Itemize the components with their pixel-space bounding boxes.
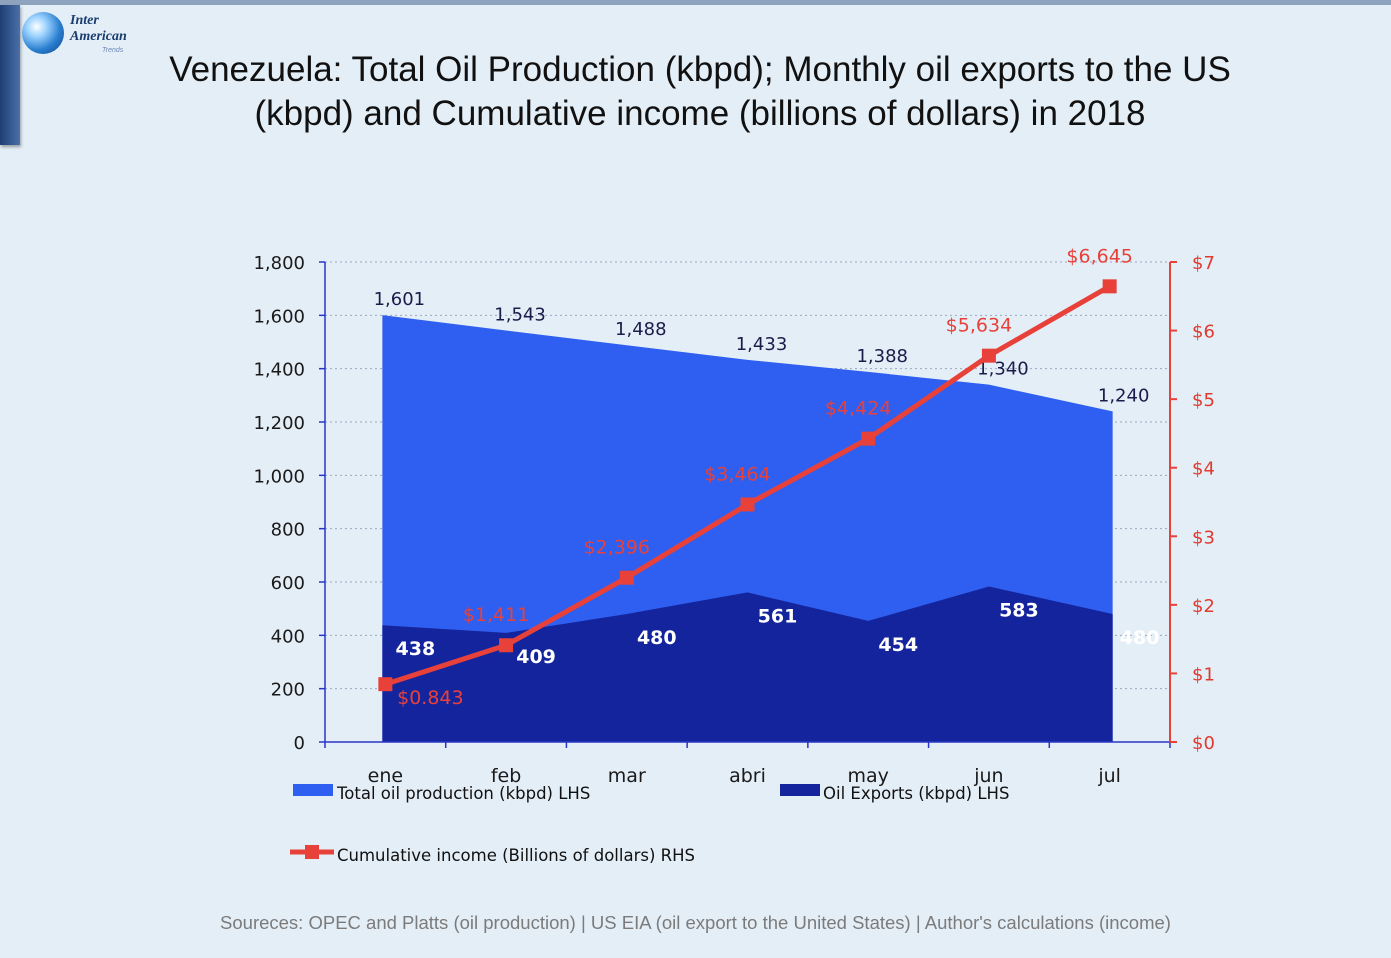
y-axis-left-tick-label: 0: [294, 733, 305, 754]
y-axis-right-tick-label: $4: [1192, 459, 1215, 480]
production-data-label: 1,601: [374, 289, 426, 310]
income-marker: [981, 348, 996, 363]
logo-side-bar: [0, 5, 20, 145]
y-axis-right-tick-label: $7: [1192, 253, 1215, 274]
production-data-label: 1,388: [856, 346, 908, 367]
production-data-label: 1,240: [1098, 385, 1150, 406]
y-axis-right-tick-label: $3: [1192, 527, 1215, 548]
chart-title: Venezuela: Total Oil Production (kbpd); …: [100, 48, 1300, 136]
logo-word-inter: Inter: [70, 13, 99, 28]
y-axis-left-tick-label: 600: [271, 573, 305, 594]
inter-american-trends-logo: Inter American Trends: [22, 10, 152, 60]
exports-data-label: 409: [516, 646, 556, 668]
globe-icon: [22, 12, 64, 54]
y-axis-left-tick-label: 1,200: [253, 413, 305, 434]
production-data-label: 1,433: [736, 334, 788, 355]
income-marker: [861, 431, 876, 446]
x-axis-category-label: jul: [1097, 765, 1121, 787]
y-axis-right-tick-label: $0: [1192, 733, 1215, 754]
income-data-label: $1,411: [463, 604, 529, 626]
chart-title-line-1: Venezuela: Total Oil Production (kbpd); …: [169, 50, 1231, 89]
legend-income-label: Cumulative income (Billions of dollars) …: [337, 846, 695, 865]
x-axis-category-label: ene: [368, 765, 403, 787]
x-axis-category-label: feb: [491, 765, 521, 787]
income-marker: [619, 570, 634, 585]
income-marker: [378, 677, 393, 692]
logo-word-american: American: [70, 29, 127, 44]
exports-data-label: 480: [1120, 627, 1160, 649]
y-axis-right-tick-label: $6: [1192, 322, 1215, 343]
income-data-label: $6,645: [1066, 245, 1132, 267]
legend-exports-swatch: [780, 784, 820, 796]
y-axis-right-tick-label: $5: [1192, 390, 1215, 411]
y-axis-left-tick-label: 1,800: [253, 253, 305, 274]
y-axis-left-tick-label: 1,000: [253, 466, 305, 487]
y-axis-right-tick-label: $2: [1192, 596, 1215, 617]
exports-data-label: 454: [878, 634, 918, 656]
chart-title-line-2: (kbpd) and Cumulative income (billions o…: [254, 94, 1146, 133]
logo-word-trends: Trends: [102, 47, 124, 54]
exports-data-label: 438: [396, 638, 436, 660]
source-note: Soureces: OPEC and Platts (oil productio…: [220, 912, 1171, 933]
y-axis-left-tick-label: 800: [271, 520, 305, 541]
exports-area: [382, 586, 1113, 742]
income-marker: [499, 638, 514, 653]
income-data-label: $0.843: [397, 687, 463, 709]
income-data-label: $2,396: [584, 537, 650, 559]
income-data-label: $4,424: [825, 398, 891, 420]
x-axis-category-label: jun: [973, 765, 1003, 787]
x-axis-category-label: mar: [608, 765, 646, 787]
x-axis-category-label: may: [848, 765, 889, 787]
income-data-label: $3,464: [704, 463, 770, 485]
y-axis-left-tick-label: 200: [271, 680, 305, 701]
income-marker: [1102, 279, 1117, 294]
legend-production-swatch: [293, 784, 333, 796]
production-data-label: 1,340: [977, 359, 1029, 380]
y-axis-left-tick-label: 1,600: [253, 306, 305, 327]
income-marker: [740, 497, 755, 512]
production-data-label: 1,543: [494, 305, 546, 326]
y-axis-left-tick-label: 1,400: [253, 360, 305, 381]
production-data-label: 1,488: [615, 319, 667, 340]
exports-data-label: 561: [758, 605, 798, 627]
income-data-label: $5,634: [946, 315, 1012, 337]
y-axis-left-tick-label: 400: [271, 626, 305, 647]
legend-exports-label: Oil Exports (kbpd) LHS: [823, 784, 1009, 803]
top-border: [0, 0, 1391, 5]
y-axis-right-tick-label: $1: [1192, 664, 1215, 685]
legend-production-label: Total oil production (kbpd) LHS: [336, 784, 590, 803]
x-axis-category-label: abri: [729, 765, 766, 787]
exports-data-label: 480: [637, 627, 677, 649]
legend-income-marker: [305, 845, 319, 859]
exports-data-label: 583: [999, 600, 1039, 622]
